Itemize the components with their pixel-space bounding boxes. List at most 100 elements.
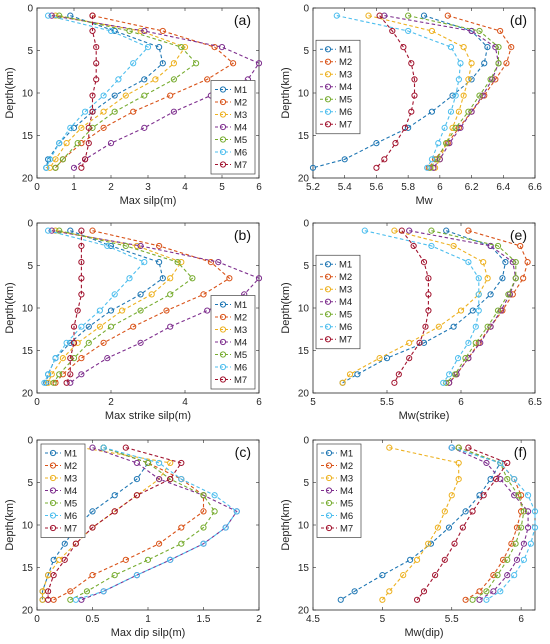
legend-entry-m2: M2 [234,97,247,108]
data-point [483,596,490,603]
data-point [255,60,263,67]
data-point [400,44,407,51]
legend-swatch-marker [219,86,227,93]
series-line-m1 [45,15,164,168]
data-point [405,12,412,19]
data-point [82,156,89,163]
data-point [156,242,163,250]
y-axis-label: Depth(km) [4,499,16,550]
x-tick-label: 0 [34,397,40,408]
x-tick-label: 5 [310,397,316,408]
legend-entry-m1: M1 [64,448,77,459]
data-point [89,524,96,531]
data-point [56,371,63,378]
data-point [413,556,421,563]
series-line-m3 [47,230,183,384]
data-point [481,60,488,67]
panel-label: (c) [235,444,251,460]
x-tick-label: 1 [145,614,151,625]
legend-swatch-marker [219,326,227,333]
data-point [420,12,428,19]
series-line-m2 [53,447,205,601]
data-point [517,242,524,250]
data-point [148,291,155,298]
data-point [63,339,70,346]
legend-swatch-marker [49,487,57,494]
data-point [193,60,200,67]
data-point [67,371,74,378]
x-tick-label: 6.4 [496,182,510,193]
data-point [100,444,107,451]
data-point [460,44,467,51]
series-m2 [446,227,531,386]
legend-entry-m5: M5 [64,498,77,509]
data-point [468,27,475,35]
data-point [480,492,487,499]
panel-label: (f) [514,444,527,460]
data-point [400,572,407,579]
series-m7 [63,227,85,386]
data-point [480,259,487,266]
data-point [104,242,111,250]
data-point [524,492,532,499]
data-point [462,355,469,362]
data-point [469,596,476,603]
legend-entry-m2: M2 [339,57,352,68]
y-axis-label: Depth(km) [4,282,16,333]
legend-entry-m2: M2 [234,312,247,323]
legend-entry-m3: M3 [234,110,247,121]
data-point [406,227,413,234]
data-point [406,355,413,362]
data-point [167,556,174,563]
y-tick-label: 20 [22,389,34,400]
legend-entry-m4: M4 [339,82,352,93]
data-point [100,124,107,131]
data-point [111,291,118,298]
series-m3 [339,227,491,386]
data-point [178,476,185,483]
data-point [130,108,137,115]
data-point [434,524,441,531]
x-tick-label: 0.5 [86,614,100,625]
data-point [67,588,74,595]
data-point [67,355,74,362]
data-point [111,492,118,499]
series-m6 [333,12,464,171]
data-point [96,307,104,314]
data-point [89,27,96,35]
data-point [518,492,525,499]
data-point [70,164,78,171]
data-point [100,92,107,99]
data-point [170,108,177,115]
data-point [483,588,490,595]
series-line-m2 [428,15,512,169]
series-m4 [78,444,240,603]
data-point [459,524,466,531]
data-point [465,444,472,451]
data-point [386,588,393,595]
legend-entry-m7: M7 [339,120,352,131]
data-point [144,459,152,467]
y-tick-label: 15 [22,563,34,574]
data-point [67,379,74,386]
data-point [167,459,174,467]
data-point [524,259,531,266]
data-point [204,76,211,83]
data-point [107,27,115,35]
data-point [341,156,348,163]
data-point [61,556,68,563]
data-point [107,323,115,330]
data-point [511,492,518,499]
y-tick-label: 15 [22,346,34,357]
legend-swatch-marker [324,83,332,90]
data-point [78,227,85,234]
series-m6 [448,444,539,603]
data-point [215,259,222,266]
legend-swatch-marker [49,449,57,457]
data-point [233,508,240,515]
data-point [43,164,50,171]
data-point [200,492,207,499]
series-line-m7 [66,230,82,384]
data-point [70,124,78,131]
